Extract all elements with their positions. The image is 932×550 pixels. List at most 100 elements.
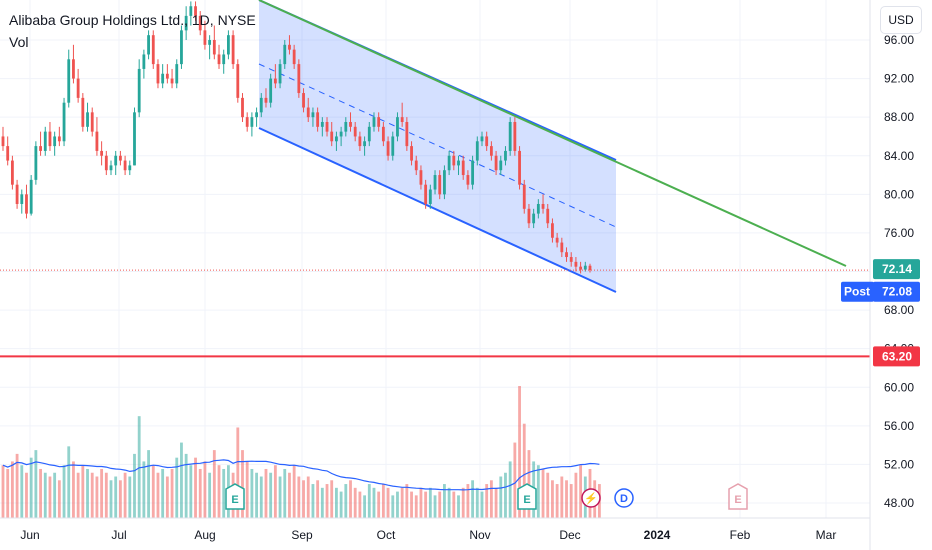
x-tick-label: Aug	[194, 528, 215, 542]
green-trend-line[interactable]	[258, 0, 847, 267]
grid	[0, 0, 870, 518]
volume-bar	[20, 465, 24, 518]
volume-bar	[443, 484, 446, 518]
x-tick-label: Jul	[111, 528, 126, 542]
volume-bar	[43, 472, 47, 518]
candle	[43, 126, 47, 156]
volume-bar	[499, 476, 503, 518]
earnings-marker-icon[interactable]: E	[517, 483, 537, 510]
candle	[443, 165, 446, 200]
volume-bar	[48, 476, 52, 518]
candle	[466, 170, 470, 190]
volume-bar	[381, 484, 385, 518]
volume-bar	[217, 465, 221, 518]
x-tick-label: Feb	[730, 528, 751, 542]
candle	[67, 49, 71, 108]
candle	[6, 136, 10, 166]
candle	[494, 150, 498, 176]
volume-bar	[316, 480, 320, 518]
candle	[339, 126, 343, 147]
dividend-marker-icon[interactable]: D	[614, 488, 634, 508]
volume-bar	[222, 468, 226, 518]
volume-bar	[447, 487, 451, 518]
candle	[349, 112, 352, 132]
symbol-title[interactable]: Alibaba Group Holdings Ltd., 1D, NYSE	[9, 12, 256, 28]
split-marker-icon[interactable]: ⚡	[581, 488, 601, 508]
volume-bar	[400, 487, 404, 518]
svg-text:E: E	[734, 494, 741, 506]
volume-bar	[67, 446, 71, 518]
volume-bar	[10, 461, 14, 518]
volume-bar	[527, 450, 531, 518]
volume-bar	[452, 491, 456, 518]
svg-text:E: E	[231, 494, 238, 506]
y-tick-label: 92.00	[884, 72, 914, 86]
volume-bar	[86, 468, 89, 518]
candle	[574, 257, 578, 272]
candle	[217, 44, 221, 69]
svg-text:D: D	[620, 493, 628, 505]
volume-bar	[367, 484, 371, 518]
x-tick-label: Jun	[20, 528, 39, 542]
volume-bar	[471, 480, 475, 518]
candle	[15, 179, 19, 209]
candle	[330, 121, 334, 147]
candle	[250, 112, 254, 137]
volume-bar	[414, 495, 418, 518]
x-tick-label: Dec	[559, 528, 580, 542]
volume-bar	[142, 461, 146, 518]
volume-bar	[208, 472, 212, 518]
volume-bar	[386, 487, 390, 518]
candle	[34, 141, 38, 185]
volume-bar	[81, 465, 85, 518]
volume-bar	[198, 468, 202, 518]
volume-bar	[391, 495, 395, 518]
currency-button[interactable]: USD	[880, 6, 922, 34]
volume-bar	[203, 461, 207, 518]
y-tick-label: 88.00	[884, 110, 914, 124]
candle	[86, 102, 89, 132]
x-tick-label: Nov	[469, 528, 490, 542]
volume-bar	[504, 472, 507, 518]
volume-bar	[90, 472, 94, 518]
volume-bars	[1, 386, 601, 518]
volume-indicator-label[interactable]: Vol	[9, 34, 29, 50]
candle	[414, 155, 418, 176]
earnings-marker-icon[interactable]: E	[225, 483, 245, 510]
volume-bar	[579, 465, 583, 518]
volume-bar	[396, 491, 399, 518]
volume-bar	[184, 453, 188, 518]
candle	[410, 141, 413, 166]
candle	[457, 155, 460, 176]
candle	[161, 64, 165, 89]
volume-bar	[156, 472, 160, 518]
volume-bar	[485, 484, 489, 518]
volume-bar	[76, 472, 80, 518]
channel-lower-line[interactable]	[258, 127, 617, 293]
candle	[353, 121, 357, 142]
volume-bar	[95, 476, 99, 518]
y-tick-label: 52.00	[884, 457, 914, 471]
volume-bar	[428, 487, 432, 518]
candle	[231, 30, 235, 69]
candle	[222, 49, 226, 74]
volume-bar	[165, 476, 169, 518]
candle	[522, 179, 526, 214]
candle	[546, 203, 550, 229]
svg-text:63.20: 63.20	[882, 349, 912, 363]
candle	[184, 6, 188, 40]
volume-bar	[114, 476, 118, 518]
candle	[551, 218, 554, 243]
volume-bar	[513, 442, 517, 518]
candle	[57, 126, 61, 147]
volume-moving-average	[2, 459, 600, 491]
candle	[311, 107, 315, 127]
volume-bar	[494, 487, 498, 518]
earnings-marker-icon[interactable]: E	[728, 483, 748, 510]
volume-bar	[269, 472, 273, 518]
candle	[90, 107, 94, 137]
candle	[241, 93, 244, 122]
price-labels: 72.14 Post 72.08 63.20	[841, 259, 920, 367]
